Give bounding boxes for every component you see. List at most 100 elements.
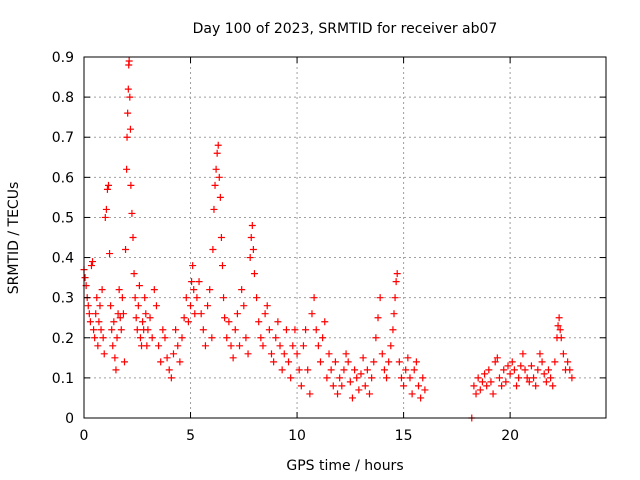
data-point bbox=[483, 382, 491, 390]
data-point bbox=[250, 270, 258, 278]
y-tick-label: 0.8 bbox=[52, 90, 74, 106]
data-point bbox=[227, 342, 235, 350]
x-tick-label: 5 bbox=[186, 428, 195, 444]
data-point bbox=[390, 310, 398, 318]
data-point bbox=[240, 302, 248, 310]
data-point bbox=[400, 382, 408, 390]
data-point bbox=[289, 342, 297, 350]
data-point bbox=[351, 366, 359, 374]
data-point bbox=[103, 185, 111, 193]
data-point bbox=[393, 270, 401, 278]
data-point bbox=[342, 350, 350, 358]
data-point bbox=[472, 390, 480, 398]
data-point bbox=[359, 354, 367, 362]
data-point bbox=[246, 254, 254, 262]
data-point bbox=[478, 378, 486, 386]
data-point bbox=[229, 354, 237, 362]
data-point bbox=[155, 342, 163, 350]
data-point bbox=[197, 310, 205, 318]
data-point bbox=[534, 366, 542, 374]
data-point bbox=[125, 57, 133, 65]
data-point bbox=[165, 366, 173, 374]
data-point bbox=[265, 326, 273, 334]
data-point bbox=[557, 334, 565, 342]
data-point bbox=[415, 382, 423, 390]
data-point bbox=[395, 358, 403, 366]
x-tick-label: 10 bbox=[288, 428, 306, 444]
data-point bbox=[193, 294, 201, 302]
data-point bbox=[554, 322, 562, 330]
data-point bbox=[336, 374, 344, 382]
data-point bbox=[489, 390, 497, 398]
data-point bbox=[178, 334, 186, 342]
data-point bbox=[538, 358, 546, 366]
data-point bbox=[135, 282, 143, 290]
data-point bbox=[148, 334, 156, 342]
data-point bbox=[327, 366, 335, 374]
data-point bbox=[157, 358, 165, 366]
data-point bbox=[391, 294, 399, 302]
data-point bbox=[291, 326, 299, 334]
data-point bbox=[163, 354, 171, 362]
data-point bbox=[402, 366, 410, 374]
data-point bbox=[282, 326, 290, 334]
data-point bbox=[124, 85, 132, 93]
data-point bbox=[521, 366, 529, 374]
data-point bbox=[410, 366, 418, 374]
data-point bbox=[470, 382, 478, 390]
data-point bbox=[107, 302, 115, 310]
data-point bbox=[126, 125, 134, 133]
data-point bbox=[297, 382, 305, 390]
data-point bbox=[408, 390, 416, 398]
data-point bbox=[91, 334, 99, 342]
data-point bbox=[285, 358, 293, 366]
data-point bbox=[564, 358, 572, 366]
data-point bbox=[87, 262, 95, 270]
data-point bbox=[346, 378, 354, 386]
data-point bbox=[213, 149, 221, 157]
data-point bbox=[316, 358, 324, 366]
data-point bbox=[474, 374, 482, 382]
data-point bbox=[209, 246, 217, 254]
data-point bbox=[100, 350, 108, 358]
data-point bbox=[253, 294, 261, 302]
data-point bbox=[261, 310, 269, 318]
x-axis-label: GPS time / hours bbox=[286, 458, 403, 474]
data-point bbox=[547, 374, 555, 382]
data-point bbox=[304, 366, 312, 374]
data-point bbox=[123, 133, 131, 141]
y-axis-ticks: 0 0.1 0.2 0.3 0.4 0.5 0.6 0.7 0.8 0.9 bbox=[52, 50, 606, 427]
data-point bbox=[184, 318, 192, 326]
data-point bbox=[247, 234, 255, 241]
data-point bbox=[111, 354, 119, 362]
data-point bbox=[231, 326, 239, 334]
data-point bbox=[504, 362, 512, 370]
data-point bbox=[353, 374, 361, 382]
data-point bbox=[249, 246, 257, 254]
data-point bbox=[211, 181, 219, 189]
data-point bbox=[136, 334, 144, 342]
data-point bbox=[421, 386, 429, 394]
y-tick-label: 0.4 bbox=[52, 251, 74, 267]
data-point bbox=[532, 382, 540, 390]
data-point bbox=[302, 326, 310, 334]
data-point bbox=[212, 165, 220, 173]
data-point bbox=[374, 314, 382, 322]
data-point bbox=[306, 390, 314, 398]
data-point bbox=[556, 326, 564, 334]
data-point bbox=[216, 193, 224, 201]
data-point bbox=[357, 370, 365, 378]
data-point bbox=[551, 358, 559, 366]
data-point bbox=[150, 286, 158, 294]
data-point bbox=[549, 382, 557, 390]
data-point bbox=[195, 278, 203, 286]
data-points bbox=[80, 57, 576, 422]
y-tick-label: 0.1 bbox=[52, 371, 74, 387]
data-point bbox=[120, 358, 128, 366]
data-point bbox=[555, 314, 563, 322]
data-point bbox=[128, 209, 136, 217]
data-point bbox=[366, 390, 374, 398]
data-point bbox=[118, 294, 126, 302]
data-point bbox=[127, 181, 135, 189]
data-point bbox=[131, 294, 139, 302]
